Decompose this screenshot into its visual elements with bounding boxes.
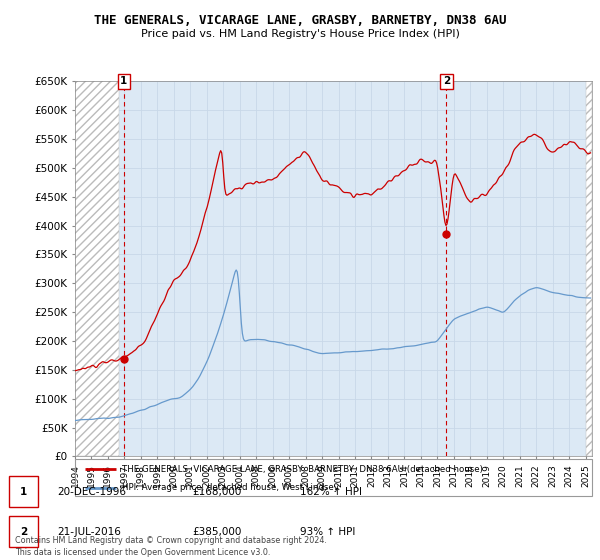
Text: 1: 1 [120, 76, 128, 86]
Text: THE GENERALS, VICARAGE LANE, GRASBY, BARNETBY, DN38 6AU: THE GENERALS, VICARAGE LANE, GRASBY, BAR… [94, 14, 506, 27]
Text: 1: 1 [20, 487, 27, 497]
Text: Contains HM Land Registry data © Crown copyright and database right 2024.
This d: Contains HM Land Registry data © Crown c… [15, 536, 327, 557]
Text: 162% ↑ HPI: 162% ↑ HPI [300, 487, 362, 497]
Text: 93% ↑ HPI: 93% ↑ HPI [300, 526, 355, 536]
Text: HPI: Average price, detached house, West Lindsey: HPI: Average price, detached house, West… [122, 483, 338, 492]
Text: THE GENERALS, VICARAGE LANE, GRASBY, BARNETBY, DN38 6AU (detached house): THE GENERALS, VICARAGE LANE, GRASBY, BAR… [122, 465, 482, 474]
Text: £385,000: £385,000 [192, 526, 241, 536]
Text: Price paid vs. HM Land Registry's House Price Index (HPI): Price paid vs. HM Land Registry's House … [140, 29, 460, 39]
Text: 20-DEC-1996: 20-DEC-1996 [57, 487, 126, 497]
Text: £168,000: £168,000 [192, 487, 241, 497]
Text: 2: 2 [443, 76, 450, 86]
Text: 2: 2 [20, 526, 27, 536]
Text: 21-JUL-2016: 21-JUL-2016 [57, 526, 121, 536]
